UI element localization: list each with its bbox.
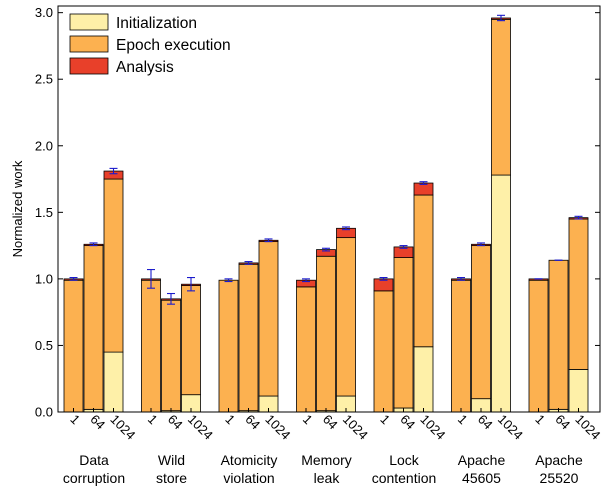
group-label: Lock: [389, 452, 420, 468]
x-tick-label: 64: [320, 412, 341, 433]
x-tick-label: 1024: [340, 412, 371, 443]
bar-segment-epoch-execution: [373, 290, 394, 413]
x-tick-label: 64: [475, 412, 496, 433]
bar-segment-epoch-execution: [568, 218, 589, 370]
group-label: Apache: [535, 452, 583, 468]
bar-segment-epoch-execution: [393, 257, 414, 409]
legend-label: Epoch execution: [116, 37, 231, 54]
bar-segment-epoch-execution: [181, 285, 201, 396]
bar-segment-epoch-execution: [103, 178, 124, 353]
bar-segment-initialization: [103, 351, 124, 413]
x-tick-label: 1: [377, 412, 393, 428]
group-label: Apache: [458, 452, 506, 468]
bar-segment-epoch-execution: [413, 194, 434, 348]
x-tick-label: 1024: [417, 412, 448, 443]
x-tick-label: 1: [300, 412, 316, 428]
y-tick-label: 0.5: [35, 338, 53, 353]
bar-segment-initialization: [491, 174, 511, 413]
x-tick-label: 1024: [262, 412, 293, 443]
bar-segment-epoch-execution: [336, 237, 356, 397]
legend-swatch: [69, 35, 109, 53]
y-tick-label: 1.5: [35, 205, 53, 220]
x-tick-label: 64: [87, 412, 108, 433]
x-tick-label: 1: [67, 412, 83, 428]
error-bars-layer: [69, 14, 583, 305]
y-tick-label: 2.0: [35, 138, 53, 153]
group-label: leak: [314, 470, 341, 486]
x-tick-label: 1: [145, 412, 161, 428]
plot-frame: [57, 5, 601, 413]
bar-segment-epoch-execution: [471, 245, 491, 400]
bar-segment-initialization: [413, 346, 434, 413]
x-tick-label: 1: [532, 412, 548, 428]
bars-layer: [63, 17, 589, 413]
bar-segment-epoch-execution: [296, 286, 316, 413]
x-tick-label: 1024: [107, 412, 138, 443]
x-tick-label: 64: [242, 412, 263, 433]
bar-segment-epoch-execution: [238, 263, 259, 412]
legend-label: Analysis: [116, 59, 174, 76]
bar-segment-epoch-execution: [83, 245, 104, 410]
y-tick-label: 2.5: [35, 72, 53, 87]
x-tick-label: 1024: [495, 412, 526, 443]
x-tick-label: 1024: [572, 412, 603, 443]
y-axis-title: Normalized work: [10, 160, 25, 257]
bar-segment-epoch-execution: [63, 279, 84, 413]
group-label: 25520: [540, 470, 579, 486]
bar-segment-epoch-execution: [258, 241, 279, 397]
x-tick-label: 1: [222, 412, 238, 428]
group-label: 45605: [462, 470, 501, 486]
y-tick-label: 0.0: [35, 405, 53, 420]
y-tick-label: 3.0: [35, 5, 53, 20]
bar-segment-epoch-execution: [218, 279, 239, 413]
legend-swatch: [69, 13, 109, 31]
group-label: Memory: [301, 452, 352, 468]
group-label: Atomicity: [221, 452, 278, 468]
legend-label: Initialization: [116, 15, 197, 32]
bar-segment-epoch-execution: [161, 299, 181, 412]
bar-segment-epoch-execution: [141, 279, 161, 413]
group-label: corruption: [63, 470, 125, 486]
x-tick-label: 1024: [185, 412, 216, 443]
group-label: contention: [372, 470, 437, 486]
y-tick-label: 1.0: [35, 271, 53, 286]
bar-segment-epoch-execution: [451, 279, 471, 413]
x-tick-label: 64: [397, 412, 418, 433]
bar-segment-epoch-execution: [528, 279, 549, 413]
bar-segment-epoch-execution: [548, 259, 569, 410]
x-tick-label: 64: [165, 412, 186, 433]
x-tick-label: 1: [455, 412, 471, 428]
bar-segment-epoch-execution: [491, 18, 511, 176]
legend: Initialization Epoch execution Analysis: [69, 13, 231, 76]
bar-segment-initialization: [568, 369, 589, 413]
legend-swatch: [69, 57, 109, 75]
group-label: store: [156, 470, 187, 486]
group-label: Data: [79, 452, 109, 468]
group-label: violation: [223, 470, 274, 486]
group-label: Wild: [158, 452, 185, 468]
x-tick-label: 64: [552, 412, 573, 433]
bar-segment-epoch-execution: [316, 255, 336, 412]
